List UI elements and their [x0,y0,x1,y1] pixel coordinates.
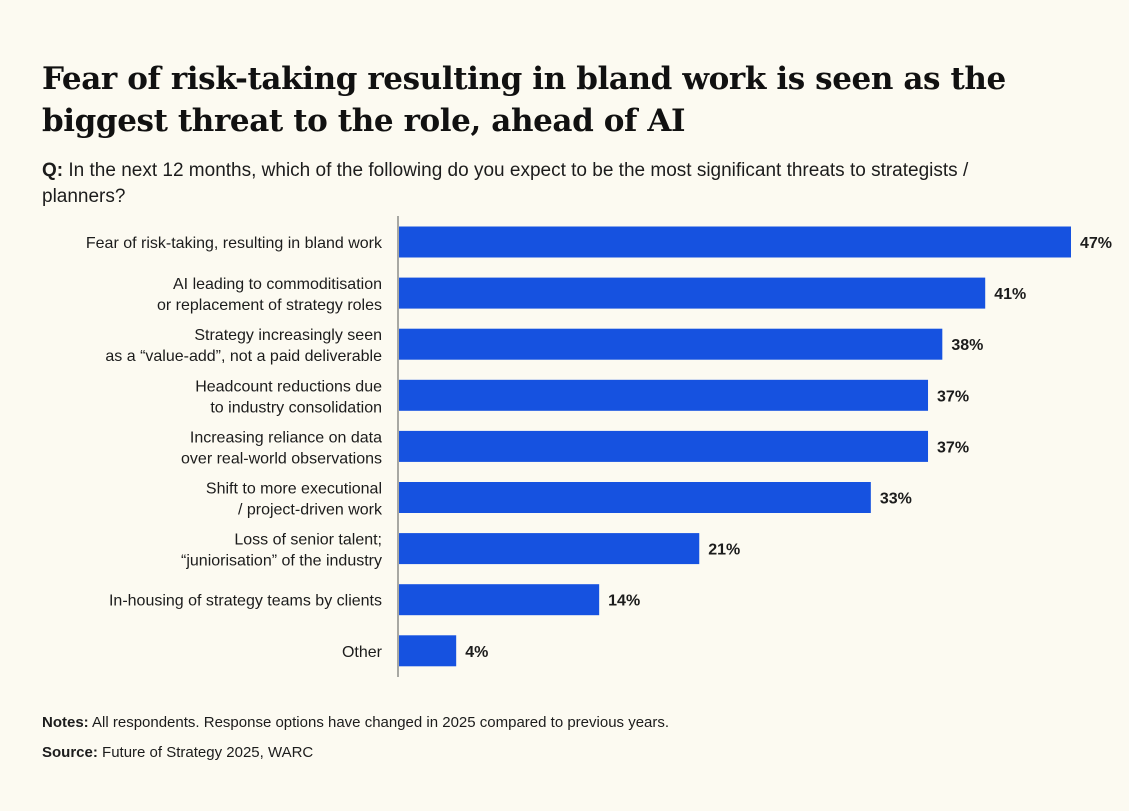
bar-7 [399,533,700,565]
question-prefix: Q: [42,160,64,181]
bar-chart: 47% Fear of risk-taking, resulting in bla… [86,216,1112,677]
category-label-7: Loss of senior talent; “juniorisation” of… [181,532,382,570]
value-label-8: 14% [608,593,640,610]
category-label-4: Headcount reductions due to industry cons… [195,378,382,416]
category-label-9: Other [342,644,383,661]
source-label: Source: [42,744,98,761]
value-label-5: 37% [937,439,969,456]
bar-6 [399,482,871,513]
chart-title: Fear of risk-taking resulting in bland w… [42,61,1006,139]
value-label-2: 41% [994,286,1026,303]
source: Source: Future of Strategy 2025, WARC [42,743,313,763]
value-label-7: 21% [708,542,740,559]
category-label-6: Shift to more executional / project-drive… [206,481,383,519]
source-text: Future of Strategy 2025, WARC [102,744,314,761]
category-label-5: Increasing reliance on data over real-wor… [181,429,382,467]
notes-text: All respondents. Response options have c… [92,714,670,731]
category-label-8: In-housing of strategy teams by clients [109,593,382,610]
category-label-1: Fear of risk-taking, resulting in bland … [86,235,383,252]
category-label-3: Strategy increasingly seen as a “value-ad… [105,327,382,365]
bar-4 [399,379,929,411]
notes: Notes: All respondents. Response options… [42,713,669,733]
value-label-4: 37% [937,388,969,405]
value-label-3: 38% [951,337,983,354]
notes-label: Notes: [42,714,89,731]
bar-2 [399,277,986,309]
bar-8 [399,584,600,616]
bar-5 [399,430,929,462]
value-label-6: 33% [880,491,912,508]
survey-question: Q: In the next 12 months, which of the f… [42,158,1042,210]
bar-3 [399,328,943,360]
bar-1 [399,226,1071,258]
bar-9 [399,635,457,667]
question-text: In the next 12 months, which of the foll… [42,160,969,207]
value-label-1: 47% [1080,235,1112,252]
value-label-9: 4% [465,644,488,661]
category-label-2: AI leading to commoditisation or replacem… [157,276,382,314]
